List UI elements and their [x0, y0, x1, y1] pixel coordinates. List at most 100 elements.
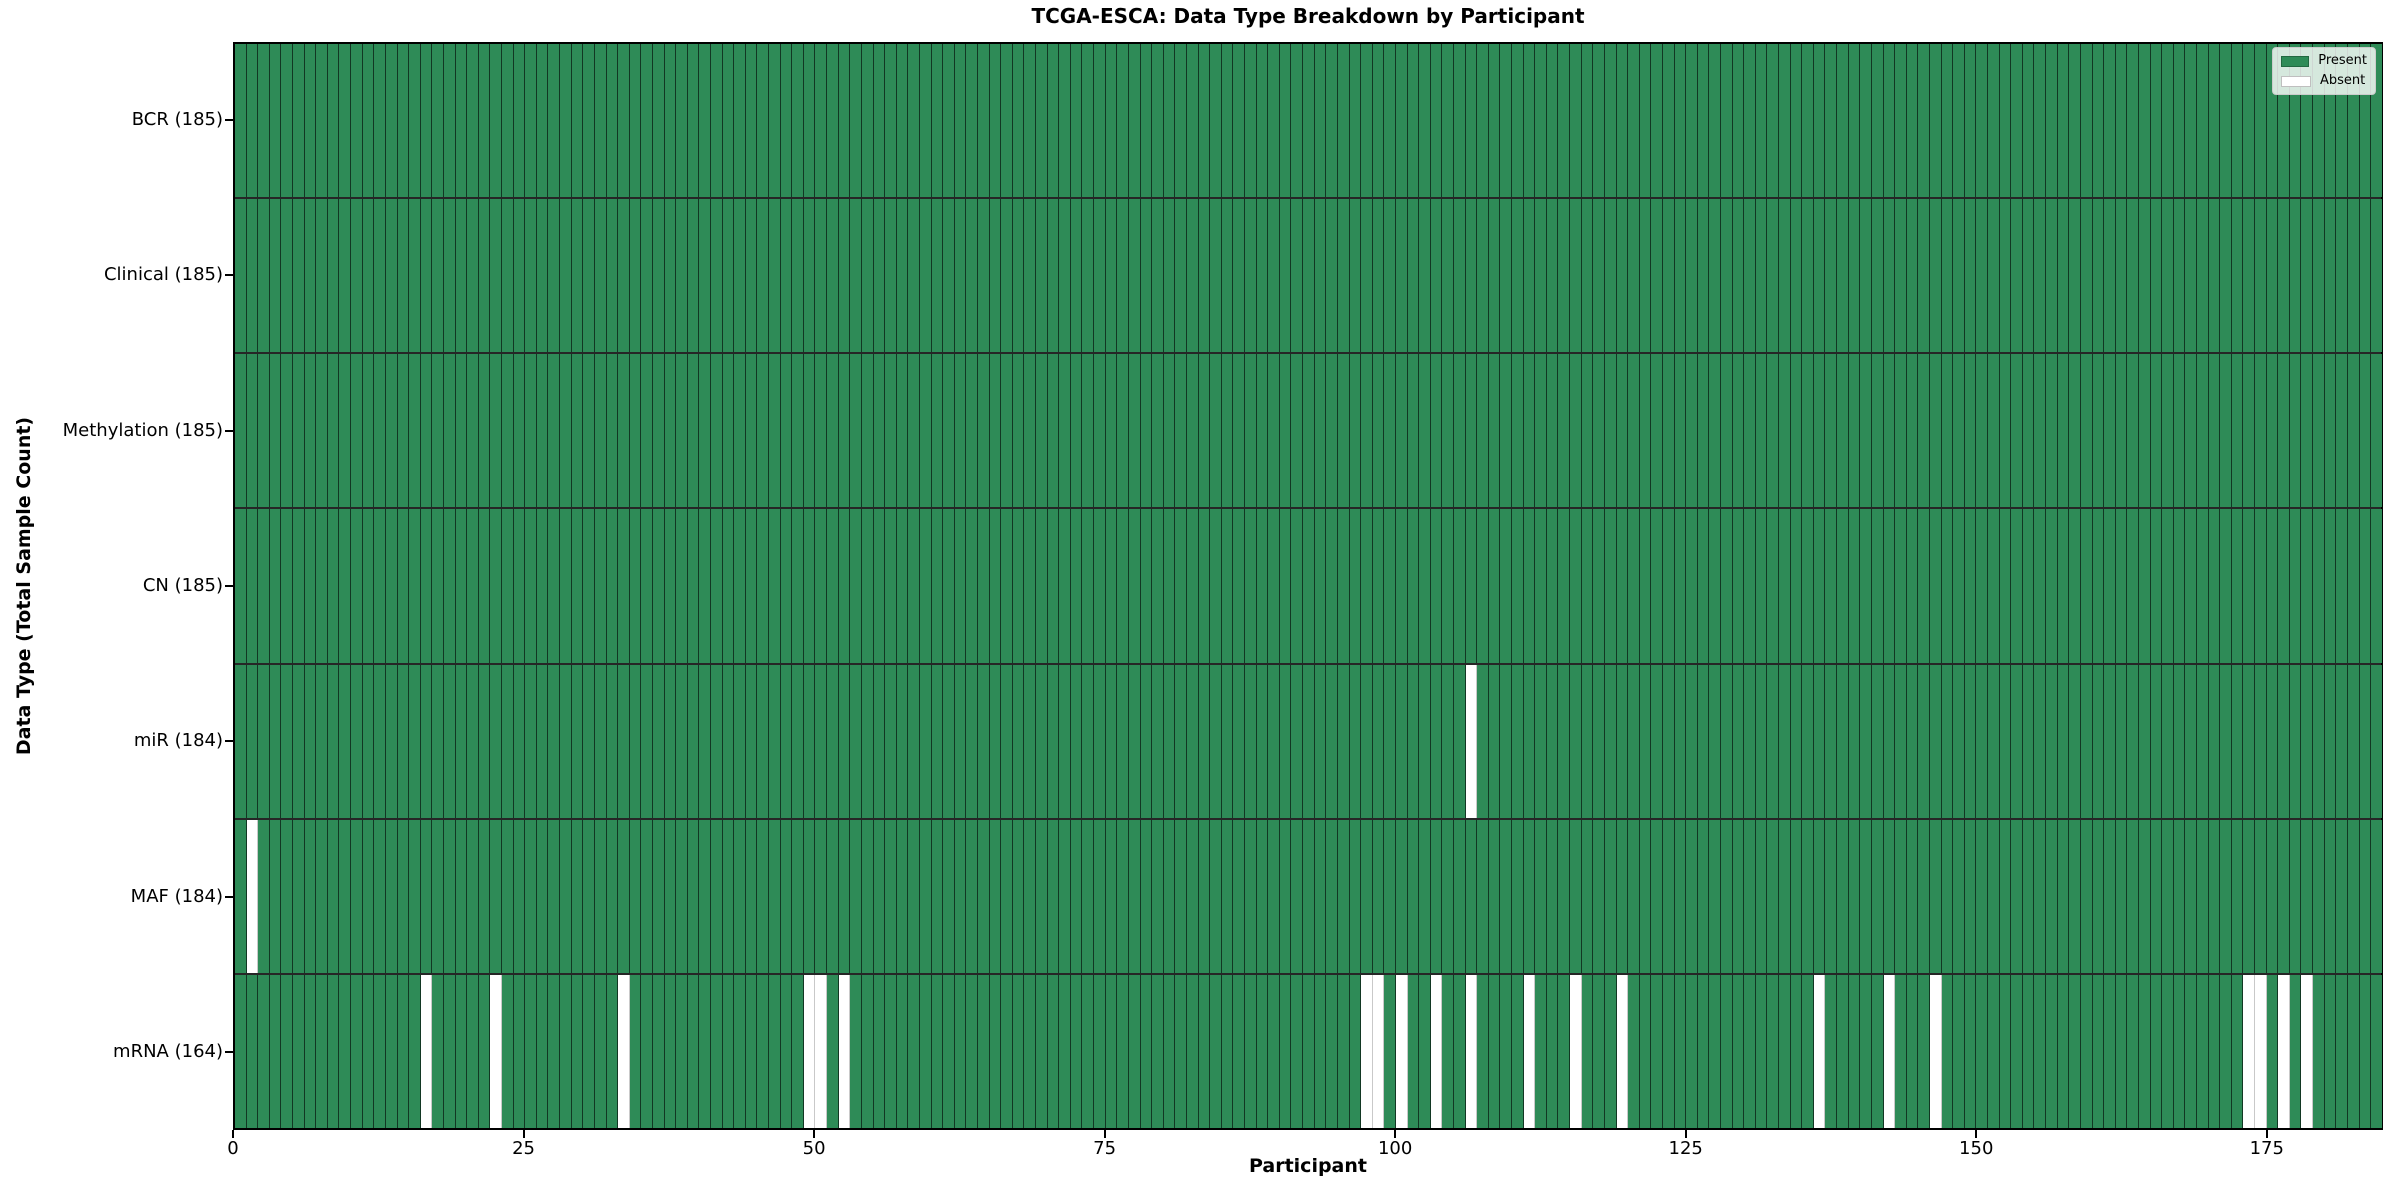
cell-present: [1895, 354, 1907, 508]
cell-present: [1512, 509, 1524, 663]
cell-present: [1070, 819, 1083, 973]
cell-present: [2115, 509, 2128, 663]
cell-present: [1291, 44, 1304, 198]
cell-present: [1848, 509, 1861, 663]
cell-present: [676, 819, 688, 973]
cell-present: [1314, 44, 1327, 198]
cell-present: [1593, 354, 1605, 508]
cell-present: [2046, 974, 2058, 1128]
cell-present: [1419, 974, 1431, 1128]
cell-present: [2313, 354, 2325, 508]
cell-present: [1395, 199, 1408, 353]
cell-present: [1268, 354, 1280, 508]
cell-present: [1686, 974, 1698, 1128]
cell-present: [2196, 199, 2209, 353]
cell-present: [304, 974, 317, 1128]
cell-present: [1233, 199, 1246, 353]
cell-present: [1616, 199, 1629, 353]
cell-present: [467, 509, 479, 663]
cell-absent: [838, 974, 851, 1128]
cell-present: [1895, 819, 1907, 973]
cell-present: [1384, 509, 1396, 663]
cell-present: [1186, 199, 1199, 353]
cell-present: [1500, 44, 1513, 198]
cell-present: [2080, 509, 2093, 663]
cell-present: [1558, 974, 1571, 1128]
cell-present: [2359, 44, 2372, 198]
cell-present: [2185, 819, 2197, 973]
cell-present: [536, 354, 549, 508]
cell-present: [815, 354, 828, 508]
cell-present: [281, 974, 294, 1128]
cell-present: [1988, 354, 2000, 508]
cell-present: [2313, 44, 2325, 198]
cell-present: [652, 819, 665, 973]
cell-present: [2301, 44, 2314, 198]
cell-present: [583, 819, 595, 973]
cell-present: [2011, 509, 2023, 663]
cell-present: [1732, 354, 1745, 508]
cell-absent: [420, 974, 433, 1128]
cell-present: [1372, 354, 1385, 508]
cell-present: [2162, 509, 2174, 663]
cell-present: [1059, 974, 1071, 1128]
cell-present: [1871, 819, 1884, 973]
cell-present: [1036, 354, 1048, 508]
cell-present: [2313, 199, 2325, 353]
cell-present: [351, 974, 363, 1128]
cell-present: [2289, 354, 2302, 508]
heatmap-row-maf: [235, 819, 2382, 975]
cell-present: [1755, 974, 1768, 1128]
cell-present: [2104, 664, 2116, 818]
cell-present: [1047, 819, 1060, 973]
cell-present: [1279, 509, 1292, 663]
cell-present: [269, 199, 282, 353]
cell-present: [502, 44, 514, 198]
cell-present: [908, 509, 920, 663]
cell-present: [652, 664, 665, 818]
cell-present: [2162, 354, 2174, 508]
cell-present: [304, 44, 317, 198]
cell-present: [1662, 664, 1675, 818]
cell-present: [2069, 509, 2081, 663]
cell-present: [1674, 509, 1687, 663]
cell-present: [583, 354, 595, 508]
cell-present: [722, 199, 735, 353]
cell-present: [1140, 354, 1153, 508]
cell-present: [502, 974, 514, 1128]
cell-present: [745, 44, 758, 198]
cell-present: [1813, 819, 1826, 973]
cell-present: [1163, 819, 1176, 973]
cell-present: [560, 199, 572, 353]
cell-present: [571, 509, 584, 663]
cell-present: [1070, 44, 1083, 198]
cell-present: [699, 44, 711, 198]
cell-present: [327, 974, 340, 1128]
x-tick-mark: [522, 1130, 525, 1138]
cell-present: [1802, 199, 1814, 353]
heatmap-row-mir: [235, 664, 2382, 820]
cell-present: [1001, 664, 1013, 818]
cell-present: [513, 354, 526, 508]
cell-present: [1697, 974, 1710, 1128]
cell-present: [2371, 44, 2382, 198]
x-tick-mark: [1103, 1130, 1106, 1138]
cell-present: [2080, 44, 2093, 198]
cell-present: [1442, 664, 1454, 818]
cell-present: [1639, 974, 1652, 1128]
cell-absent: [803, 974, 816, 1128]
cell-present: [2080, 819, 2093, 973]
cell-present: [1651, 44, 1663, 198]
cell-present: [1221, 354, 1234, 508]
cell-present: [1419, 44, 1431, 198]
cell-present: [989, 509, 1002, 663]
cell-present: [1825, 974, 1838, 1128]
cell-present: [467, 819, 479, 973]
cell-present: [1303, 974, 1315, 1128]
cell-present: [2057, 509, 2070, 663]
cell-present: [2162, 44, 2174, 198]
cell-present: [1581, 664, 1594, 818]
cell-present: [919, 819, 932, 973]
cell-present: [2208, 44, 2221, 198]
cell-present: [2092, 44, 2105, 198]
